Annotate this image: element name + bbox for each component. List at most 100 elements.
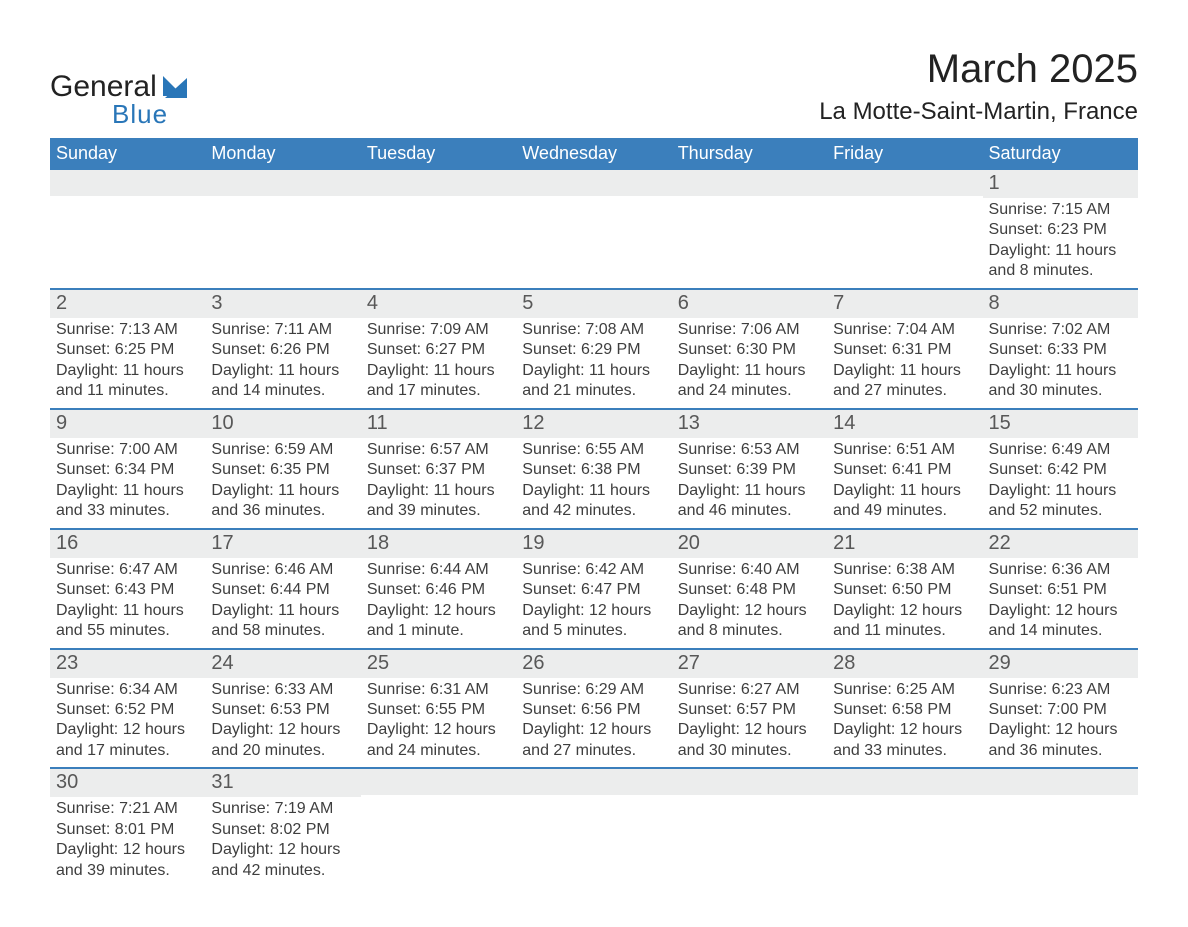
sunrise-text: Sunrise: 6:59 AM <box>211 440 354 460</box>
sunset-text: Sunset: 6:37 PM <box>367 460 510 480</box>
day-number: 27 <box>672 650 827 678</box>
day-number: 29 <box>983 650 1138 678</box>
calendar-cell: 23Sunrise: 6:34 AMSunset: 6:52 PMDayligh… <box>50 650 205 768</box>
dayhead-wednesday: Wednesday <box>516 138 671 170</box>
sunrise-text: Sunrise: 6:33 AM <box>211 680 354 700</box>
calendar-cell <box>516 170 671 288</box>
sunset-text: Sunset: 6:35 PM <box>211 460 354 480</box>
sunrise-text: Sunrise: 6:25 AM <box>833 680 976 700</box>
sunrise-text: Sunrise: 6:51 AM <box>833 440 976 460</box>
day-number: 9 <box>50 410 205 438</box>
calendar-cell: 20Sunrise: 6:40 AMSunset: 6:48 PMDayligh… <box>672 530 827 648</box>
day-number: 19 <box>516 530 671 558</box>
calendar-cell: 13Sunrise: 6:53 AMSunset: 6:39 PMDayligh… <box>672 410 827 528</box>
sunset-text: Sunset: 6:56 PM <box>522 700 665 720</box>
day-number: 30 <box>50 769 205 797</box>
day-details: Sunrise: 6:27 AMSunset: 6:57 PMDaylight:… <box>672 678 827 768</box>
day-details <box>672 795 827 803</box>
day-details <box>361 795 516 803</box>
day-details: Sunrise: 7:21 AMSunset: 8:01 PMDaylight:… <box>50 797 205 887</box>
calendar-cell <box>50 170 205 288</box>
calendar-cell <box>827 170 982 288</box>
sunset-text: Sunset: 6:34 PM <box>56 460 199 480</box>
daylight-text: Daylight: 12 hours and 8 minutes. <box>678 601 821 642</box>
calendar-week: 9Sunrise: 7:00 AMSunset: 6:34 PMDaylight… <box>50 408 1138 528</box>
daylight-text: Daylight: 12 hours and 17 minutes. <box>56 720 199 761</box>
daylight-text: Daylight: 12 hours and 30 minutes. <box>678 720 821 761</box>
day-number: 11 <box>361 410 516 438</box>
dayhead-friday: Friday <box>827 138 982 170</box>
sunrise-text: Sunrise: 6:23 AM <box>989 680 1132 700</box>
calendar-cell: 3Sunrise: 7:11 AMSunset: 6:26 PMDaylight… <box>205 290 360 408</box>
sunset-text: Sunset: 6:29 PM <box>522 340 665 360</box>
day-details: Sunrise: 6:59 AMSunset: 6:35 PMDaylight:… <box>205 438 360 528</box>
day-details: Sunrise: 6:46 AMSunset: 6:44 PMDaylight:… <box>205 558 360 648</box>
day-number: 20 <box>672 530 827 558</box>
daylight-text: Daylight: 12 hours and 39 minutes. <box>56 840 199 881</box>
calendar-cell: 25Sunrise: 6:31 AMSunset: 6:55 PMDayligh… <box>361 650 516 768</box>
day-details: Sunrise: 6:23 AMSunset: 7:00 PMDaylight:… <box>983 678 1138 768</box>
day-number: 4 <box>361 290 516 318</box>
sunset-text: Sunset: 6:43 PM <box>56 580 199 600</box>
sunrise-text: Sunrise: 6:36 AM <box>989 560 1132 580</box>
day-number: 3 <box>205 290 360 318</box>
day-details: Sunrise: 6:29 AMSunset: 6:56 PMDaylight:… <box>516 678 671 768</box>
sunrise-text: Sunrise: 6:27 AM <box>678 680 821 700</box>
day-details <box>361 196 516 204</box>
day-details: Sunrise: 6:57 AMSunset: 6:37 PMDaylight:… <box>361 438 516 528</box>
calendar-cell: 28Sunrise: 6:25 AMSunset: 6:58 PMDayligh… <box>827 650 982 768</box>
title-block: March 2025 La Motte-Saint-Martin, France <box>819 47 1138 126</box>
sunrise-text: Sunrise: 7:08 AM <box>522 320 665 340</box>
day-number: 18 <box>361 530 516 558</box>
calendar-cell: 17Sunrise: 6:46 AMSunset: 6:44 PMDayligh… <box>205 530 360 648</box>
calendar-cell <box>983 769 1138 887</box>
calendar-cell: 26Sunrise: 6:29 AMSunset: 6:56 PMDayligh… <box>516 650 671 768</box>
daylight-text: Daylight: 11 hours and 14 minutes. <box>211 361 354 402</box>
title-month: March 2025 <box>819 47 1138 92</box>
daylight-text: Daylight: 12 hours and 24 minutes. <box>367 720 510 761</box>
daylight-text: Daylight: 11 hours and 39 minutes. <box>367 481 510 522</box>
day-number <box>827 170 982 196</box>
day-details: Sunrise: 6:44 AMSunset: 6:46 PMDaylight:… <box>361 558 516 648</box>
calendar-cell <box>361 170 516 288</box>
day-number <box>50 170 205 196</box>
page-header: General Blue March 2025 La Motte-Saint-M… <box>50 40 1138 130</box>
day-details: Sunrise: 7:00 AMSunset: 6:34 PMDaylight:… <box>50 438 205 528</box>
day-number: 17 <box>205 530 360 558</box>
calendar-cell: 2Sunrise: 7:13 AMSunset: 6:25 PMDaylight… <box>50 290 205 408</box>
calendar-cell: 19Sunrise: 6:42 AMSunset: 6:47 PMDayligh… <box>516 530 671 648</box>
daylight-text: Daylight: 11 hours and 36 minutes. <box>211 481 354 522</box>
day-details: Sunrise: 7:19 AMSunset: 8:02 PMDaylight:… <box>205 797 360 887</box>
sunset-text: Sunset: 8:02 PM <box>211 820 354 840</box>
sunset-text: Sunset: 6:55 PM <box>367 700 510 720</box>
calendar-week: 23Sunrise: 6:34 AMSunset: 6:52 PMDayligh… <box>50 648 1138 768</box>
calendar-cell: 30Sunrise: 7:21 AMSunset: 8:01 PMDayligh… <box>50 769 205 887</box>
calendar-cell: 24Sunrise: 6:33 AMSunset: 6:53 PMDayligh… <box>205 650 360 768</box>
calendar-week: 1Sunrise: 7:15 AMSunset: 6:23 PMDaylight… <box>50 170 1138 288</box>
daylight-text: Daylight: 11 hours and 33 minutes. <box>56 481 199 522</box>
day-number <box>361 769 516 795</box>
calendar-cell: 9Sunrise: 7:00 AMSunset: 6:34 PMDaylight… <box>50 410 205 528</box>
day-details: Sunrise: 7:06 AMSunset: 6:30 PMDaylight:… <box>672 318 827 408</box>
day-details: Sunrise: 6:34 AMSunset: 6:52 PMDaylight:… <box>50 678 205 768</box>
sunrise-text: Sunrise: 6:34 AM <box>56 680 199 700</box>
daylight-text: Daylight: 11 hours and 24 minutes. <box>678 361 821 402</box>
sunrise-text: Sunrise: 7:02 AM <box>989 320 1132 340</box>
calendar-cell: 14Sunrise: 6:51 AMSunset: 6:41 PMDayligh… <box>827 410 982 528</box>
day-details: Sunrise: 6:25 AMSunset: 6:58 PMDaylight:… <box>827 678 982 768</box>
day-details: Sunrise: 7:08 AMSunset: 6:29 PMDaylight:… <box>516 318 671 408</box>
sunset-text: Sunset: 6:57 PM <box>678 700 821 720</box>
calendar-cell <box>516 769 671 887</box>
sunset-text: Sunset: 6:58 PM <box>833 700 976 720</box>
sunset-text: Sunset: 6:30 PM <box>678 340 821 360</box>
day-number: 31 <box>205 769 360 797</box>
day-details: Sunrise: 7:13 AMSunset: 6:25 PMDaylight:… <box>50 318 205 408</box>
calendar-cell: 21Sunrise: 6:38 AMSunset: 6:50 PMDayligh… <box>827 530 982 648</box>
day-details <box>205 196 360 204</box>
calendar-cell: 18Sunrise: 6:44 AMSunset: 6:46 PMDayligh… <box>361 530 516 648</box>
calendar-head-row: Sunday Monday Tuesday Wednesday Thursday… <box>50 138 1138 170</box>
day-number: 5 <box>516 290 671 318</box>
brand-word2: Blue <box>112 99 168 130</box>
sunrise-text: Sunrise: 7:09 AM <box>367 320 510 340</box>
calendar-week: 2Sunrise: 7:13 AMSunset: 6:25 PMDaylight… <box>50 288 1138 408</box>
